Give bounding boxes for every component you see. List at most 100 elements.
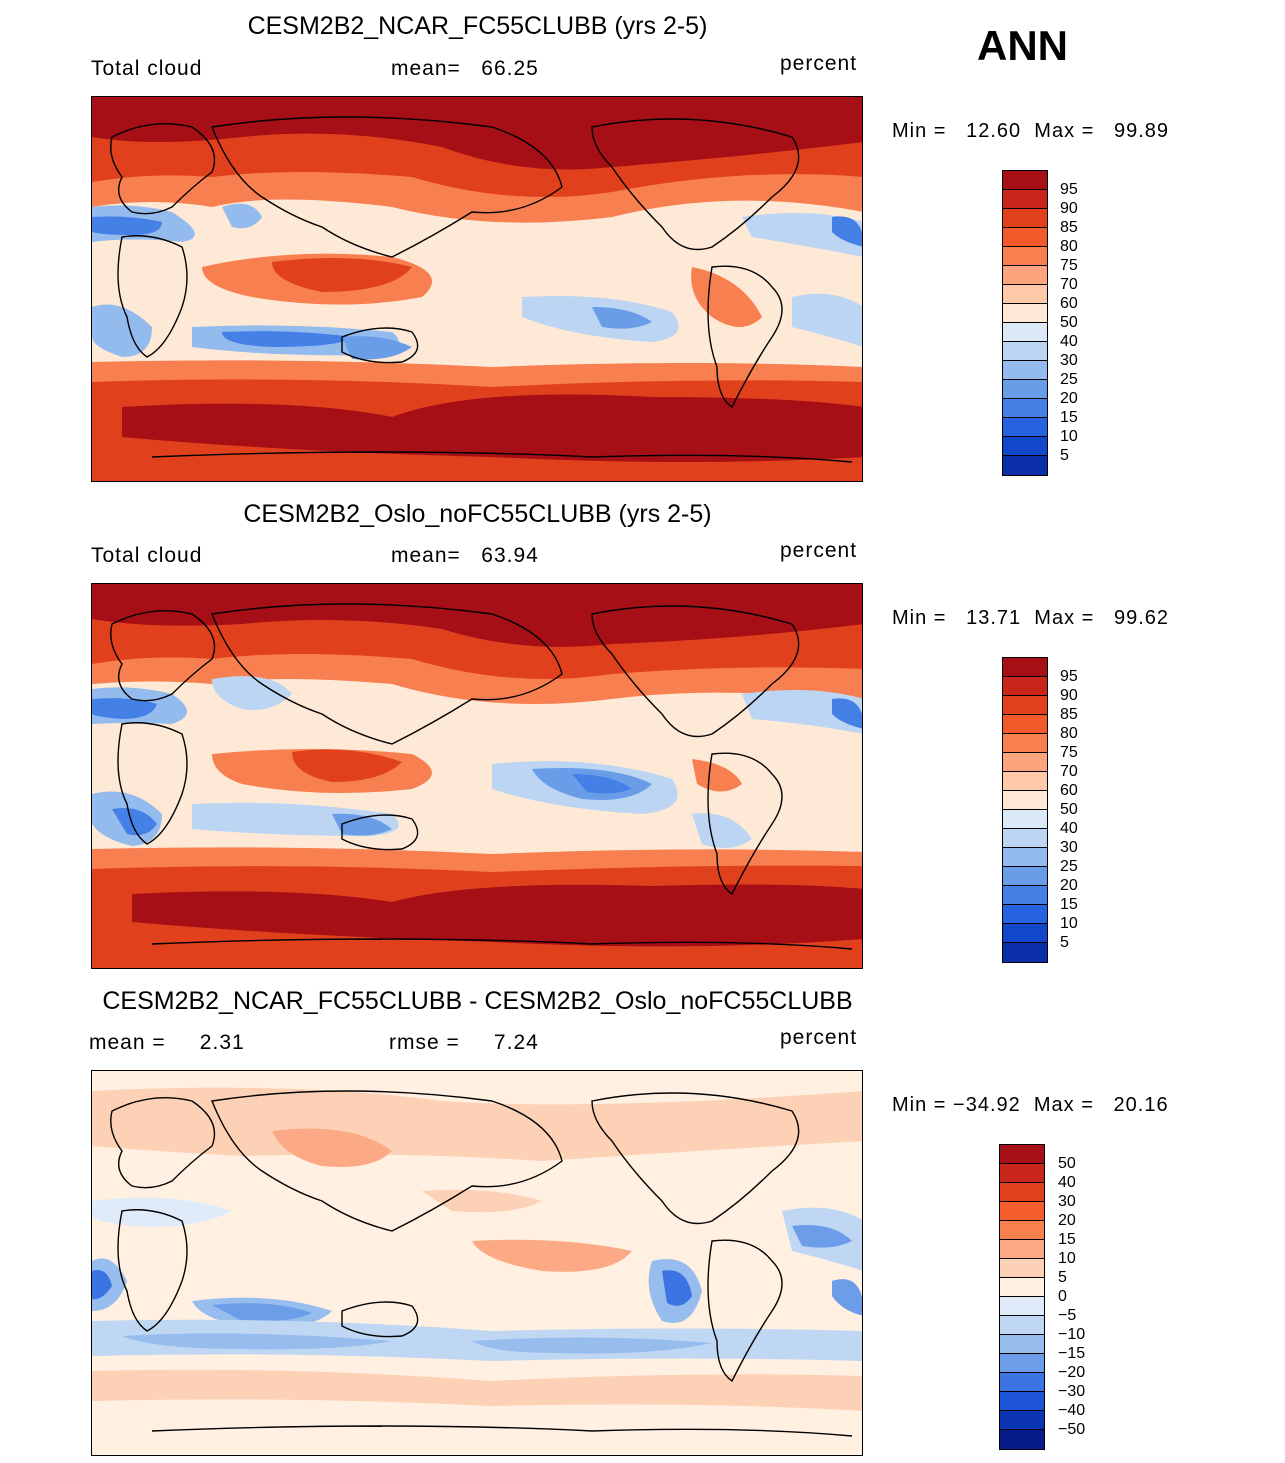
colorbar-level-label: 40 [1060,333,1078,350]
colorbar-level-label: 80 [1060,725,1078,742]
colorbar-swatch [1003,342,1047,361]
colorbar-level-label: 30 [1060,352,1078,369]
panel-2-colorbar [1002,657,1048,963]
colorbar-level-label: 0 [1058,1288,1067,1305]
colorbar-swatch [1000,1316,1044,1335]
colorbar-level-label: 5 [1060,934,1069,951]
colorbar-swatch [1003,829,1047,848]
colorbar-swatch [1000,1240,1044,1259]
colorbar-swatch [1003,791,1047,810]
colorbar-swatch [1000,1202,1044,1221]
colorbar-swatch [1000,1354,1044,1373]
colorbar-swatch [1003,304,1047,323]
colorbar-swatch [1000,1373,1044,1392]
colorbar-level-label: 40 [1060,820,1078,837]
colorbar-level-label: 30 [1058,1193,1076,1210]
colorbar-swatch [1003,715,1047,734]
colorbar-swatch [1003,285,1047,304]
colorbar-level-label: 95 [1060,181,1078,198]
colorbar-swatch [1000,1183,1044,1202]
colorbar-swatch [1003,810,1047,829]
panel-2-units: percent [780,539,858,562]
colorbar-swatch [1003,696,1047,715]
colorbar-level-label: 75 [1060,744,1078,761]
colorbar-swatch [1000,1221,1044,1240]
colorbar-level-label: 10 [1060,428,1078,445]
colorbar-level-label: 80 [1060,238,1078,255]
panel-3-map [91,1070,863,1456]
colorbar-swatch [1003,848,1047,867]
colorbar-swatch [1003,361,1047,380]
colorbar-level-label: 75 [1060,257,1078,274]
colorbar-level-label: 85 [1060,219,1078,236]
colorbar-swatch [1003,190,1047,209]
panel-2-title: CESM2B2_Oslo_noFC55CLUBB (yrs 2-5) [243,500,712,528]
colorbar-level-label: −20 [1058,1364,1086,1381]
panel-3-units: percent [780,1026,858,1049]
colorbar-level-label: 30 [1060,839,1078,856]
colorbar-level-label: 10 [1060,915,1078,932]
colorbar-level-label: 60 [1060,782,1078,799]
colorbar-swatch [1003,943,1047,962]
colorbar-level-label: 90 [1060,687,1078,704]
colorbar-swatch [1000,1297,1044,1316]
panel-3-mean: mean = 2.31 [89,1031,245,1054]
colorbar-swatch [1003,266,1047,285]
colorbar-level-label: −50 [1058,1421,1086,1438]
panel-1-title: CESM2B2_NCAR_FC55CLUBB (yrs 2-5) [247,12,708,40]
colorbar-swatch [1000,1145,1044,1164]
colorbar-swatch [1003,886,1047,905]
colorbar-level-label: 95 [1060,668,1078,685]
colorbar-swatch [1003,171,1047,190]
colorbar-level-label: 25 [1060,858,1078,875]
colorbar-swatch [1003,905,1047,924]
colorbar-swatch [1003,772,1047,791]
panel-2-mean: mean= 63.94 [391,544,539,567]
panel-1-map [91,96,863,482]
colorbar-level-label: 20 [1060,877,1078,894]
colorbar-level-label: −5 [1058,1307,1077,1324]
colorbar-swatch [1000,1278,1044,1297]
colorbar-swatch [1003,734,1047,753]
colorbar-level-label: 70 [1060,763,1078,780]
colorbar-swatch [1003,658,1047,677]
panel-2-variable: Total cloud [91,544,203,567]
panel-2-colorbar-labels: 95 90 85 80 75 70 60 50 40 30 25 20 15 10 5 [1060,667,1078,952]
panel-2-minmax: Min = 13.71 Max = 99.62 [892,607,1170,629]
colorbar-level-label: −10 [1058,1326,1086,1343]
colorbar-swatch [1003,228,1047,247]
panel-3-colorbar-labels: 50 40 30 20 15 10 5 0 −5 −10 −15 −20 −30 −40 −50 [1058,1154,1085,1439]
panel-1-colorbar-labels: 95 90 85 80 75 70 60 50 40 30 25 20 15 10 5 [1060,180,1078,465]
colorbar-level-label: 15 [1058,1231,1076,1248]
colorbar-level-label: 15 [1060,896,1078,913]
colorbar-level-label: 5 [1058,1269,1067,1286]
colorbar-level-label: 70 [1060,276,1078,293]
colorbar-swatch [1003,247,1047,266]
colorbar-swatch [1003,456,1047,475]
panel-1-mean: mean= 66.25 [391,57,539,80]
colorbar-swatch [1003,924,1047,943]
colorbar-level-label: 40 [1058,1174,1076,1191]
colorbar-level-label: 60 [1060,295,1078,312]
colorbar-level-label: −30 [1058,1383,1086,1400]
panel-3-rmse: rmse = 7.24 [389,1031,539,1054]
colorbar-swatch [1000,1335,1044,1354]
colorbar-swatch [1003,209,1047,228]
colorbar-level-label: −40 [1058,1402,1086,1419]
colorbar-level-label: 50 [1058,1155,1076,1172]
colorbar-swatch [1000,1392,1044,1411]
colorbar-level-label: 90 [1060,200,1078,217]
colorbar-level-label: 25 [1060,371,1078,388]
colorbar-level-label: 20 [1058,1212,1076,1229]
colorbar-level-label: 50 [1060,801,1078,818]
colorbar-swatch [1003,677,1047,696]
colorbar-level-label: 50 [1060,314,1078,331]
panel-3-minmax: Min = −34.92 Max = 20.16 [892,1094,1169,1116]
colorbar-swatch [1000,1164,1044,1183]
panel-1-colorbar [1002,170,1048,476]
colorbar-swatch [1003,323,1047,342]
colorbar-level-label: −15 [1058,1345,1086,1362]
season-label: ANN [977,22,1068,69]
colorbar-swatch [1003,437,1047,456]
colorbar-swatch [1003,867,1047,886]
